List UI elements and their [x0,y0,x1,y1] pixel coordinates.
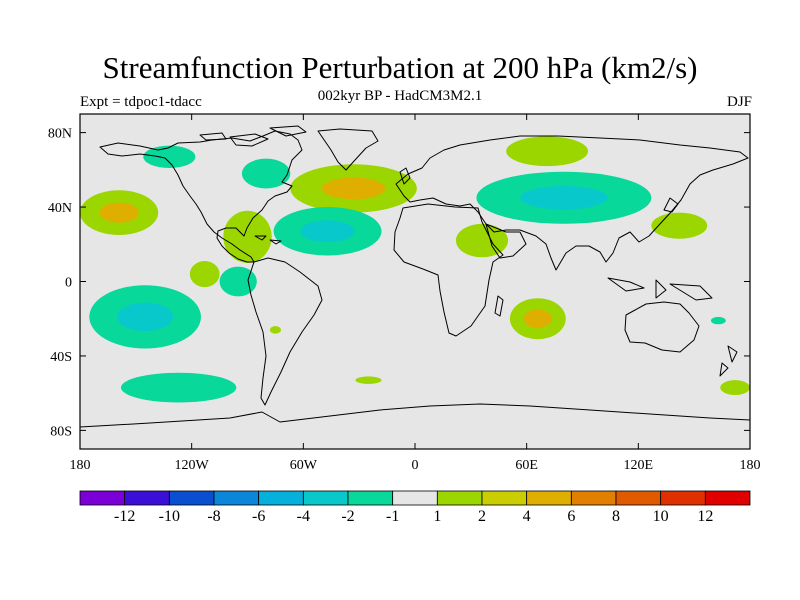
coastline-southeast-asia [607,277,713,301]
colorbar-swatch [168,490,215,506]
colorbar-swatch [436,490,483,506]
anomaly-coral-sea-low [710,316,726,325]
anomaly-tasman-high [720,380,750,396]
colorbar [79,490,751,506]
colorbar-label: 4 [522,508,531,525]
chart-subtitle: 002kyr BP - HadCM3M2.1 [317,88,483,104]
colorbar-swatch [347,490,394,506]
anomaly-layer [80,136,750,403]
lat-tick-label: 80N [48,127,72,142]
coastline-arabia [485,223,527,259]
colorbar-swatch [570,490,617,506]
season-label: DJF [726,94,752,110]
lon-tick-label: 0 [412,458,419,473]
anomaly-east-pacific-high [189,261,220,288]
experiment-label: Expt = tdpoc1-tdacc [80,94,202,110]
axis-layer: 180 120W 60W 0 60E 120E 180 80N 40N 0 40S 80S [48,114,761,473]
anomaly-gulf-of-mexico-high [223,210,272,263]
lat-tick-label: 80S [50,424,72,439]
colorbar-swatch [124,490,170,506]
colorbar-label: -4 [296,508,310,525]
colorbar-label: -10 [158,508,180,525]
colorbar-label: 1 [433,508,442,525]
anomaly-core-south-pacific-low [117,302,174,332]
colorbar-label: -8 [207,508,221,525]
anomaly-south-america-low [219,266,257,297]
lon-tick-label: 120E [624,458,654,473]
colorbar-swatch [481,490,528,506]
anomaly-core-north-pacific-high [99,202,139,223]
colorbar-swatch [258,490,304,506]
lon-tick-label: 180 [740,458,761,473]
coastline-south-america [247,257,323,406]
coastline-arctic-islands [199,125,307,147]
colorbar-swatch [660,490,706,506]
anomaly-brazil-high [269,326,281,334]
coastline-layer [80,125,750,428]
anomaly-south-atlantic-high [355,376,382,384]
anomaly-southern-ocean-low [120,372,237,403]
anomaly-core-eurasia-low [520,186,608,210]
colorbar-label: 6 [567,508,576,525]
colorbar-label: -6 [251,508,266,525]
lat-tick-label: 0 [65,276,72,291]
colorbar-swatch [79,490,126,506]
anomaly-central-pacific-low [143,145,196,168]
colorbar-label: 8 [612,508,620,525]
anomaly-core-central-atlantic-low [300,220,355,243]
lon-tick-label: 180 [70,458,91,473]
anomaly-core-indian-ocean-high [523,309,552,328]
colorbar-swatch [615,490,662,506]
lat-tick-label: 40S [50,350,72,365]
coastline-north-america [99,130,303,263]
anomaly-core-north-atlantic-high [321,177,386,200]
colorbar-label: -1 [385,508,400,525]
lon-tick-label: 60W [290,458,318,473]
anomaly-east-asia-high [651,212,708,239]
anomaly-arctic-siberia-high [506,136,589,167]
colorbar-swatch [213,490,260,506]
colorbar-label: 12 [697,508,714,525]
colorbar-label: 2 [478,508,486,525]
colorbar-swatch [526,490,572,506]
colorbar-swatch [392,490,438,506]
colorbar-swatch [302,490,349,506]
coastline-new-zealand [719,345,738,377]
lon-tick-label: 60E [515,458,538,473]
colorbar-label: -2 [341,508,355,525]
colorbar-label: -12 [113,508,136,525]
coastline-greenland [317,128,379,171]
coastline-madagascar [494,295,504,317]
coastline-australia [624,301,700,353]
chart-title: Streamfunction Perturbation at 200 hPa (… [102,50,698,85]
anomaly-hudson-bay-low [241,158,291,189]
coastline-caribbean [254,235,282,245]
lat-tick-label: 40N [48,201,72,216]
coastline-antarctica [80,403,750,428]
lon-tick-label: 120W [175,458,210,473]
colorbar-label: 10 [652,508,669,525]
colorbar-swatch [704,490,751,506]
coastline-japan [663,197,679,213]
coastline-uk [399,167,411,185]
